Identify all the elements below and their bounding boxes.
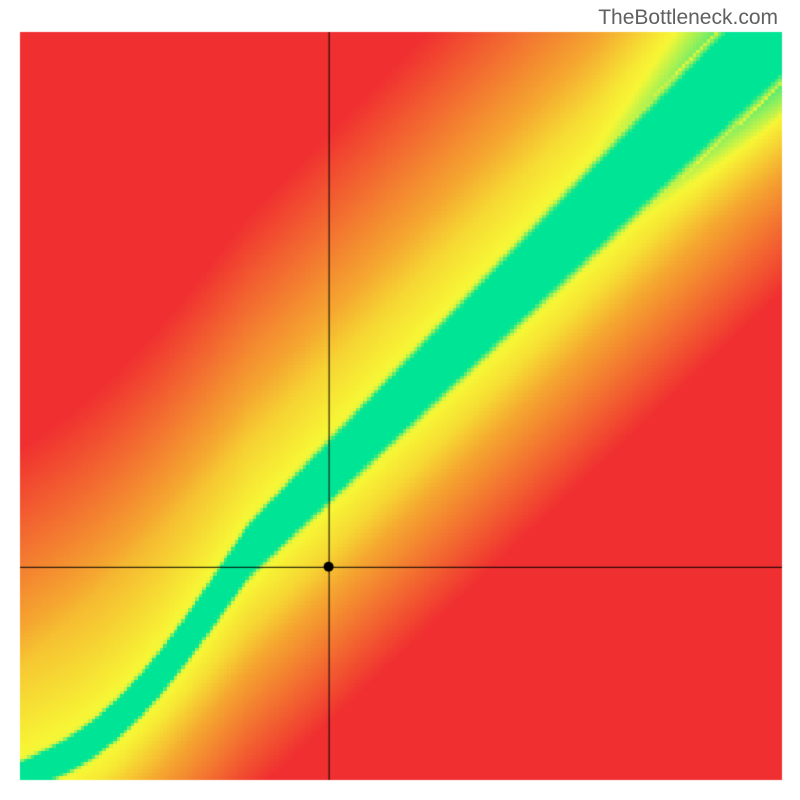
watermark-text: TheBottleneck.com <box>598 6 778 30</box>
heatmap-canvas <box>0 0 800 800</box>
chart-container: TheBottleneck.com <box>0 0 800 800</box>
